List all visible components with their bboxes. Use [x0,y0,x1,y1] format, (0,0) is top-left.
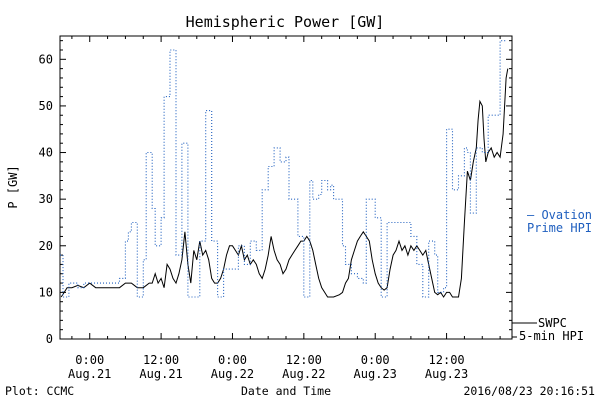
x-tick-time-label: 0:00 [75,353,104,367]
x-tick-time-label: 12:00 [286,353,322,367]
legend-swpc-line2: 5-min HPI [519,329,584,343]
legend-ovation-line2: Prime HPI [527,221,592,235]
x-tick-time-label: 0:00 [218,353,247,367]
x-tick-date-label: Aug.21 [139,367,182,381]
x-tick-time-label: 0:00 [361,353,390,367]
y-tick-label: 10 [39,285,53,299]
chart-title: Hemispheric Power [GW] [186,13,385,31]
x-tick-time-label: 12:00 [429,353,465,367]
x-axis: 0:00Aug.2112:00Aug.210:00Aug.2212:00Aug.… [68,36,501,381]
y-tick-label: 30 [39,192,53,206]
series-line-swpc [60,68,509,298]
plot-credit: Plot: CCMC [5,384,74,398]
y-tick-label: 0 [46,332,53,346]
y-tick-label: 40 [39,146,53,160]
x-tick-date-label: Aug.21 [68,367,111,381]
series-line-ovation-prime [60,40,507,298]
y-axis: 0 10 20 30 40 50 60 [39,40,512,346]
plot-frame [59,35,513,340]
y-tick-label: 60 [39,52,53,66]
y-tick-label: 20 [39,239,53,253]
x-tick-date-label: Aug.22 [211,367,254,381]
series-layer [60,40,509,298]
x-tick-time-label: 12:00 [143,353,179,367]
x-tick-date-label: Aug.23 [354,367,397,381]
x-axis-label: Date and Time [241,384,331,398]
timestamp: 2016/08/23 20:16:51 [463,384,595,398]
legend-swpc-line1: SWPC [538,316,567,330]
legend: — Ovation Prime HPI SWPC 5-min HPI [512,208,592,343]
x-tick-date-label: Aug.22 [282,367,325,381]
x-tick-date-label: Aug.23 [425,367,468,381]
legend-ovation-line1: — Ovation [527,208,592,222]
y-tick-label: 50 [39,99,53,113]
y-axis-label: P [GW] [6,165,20,208]
